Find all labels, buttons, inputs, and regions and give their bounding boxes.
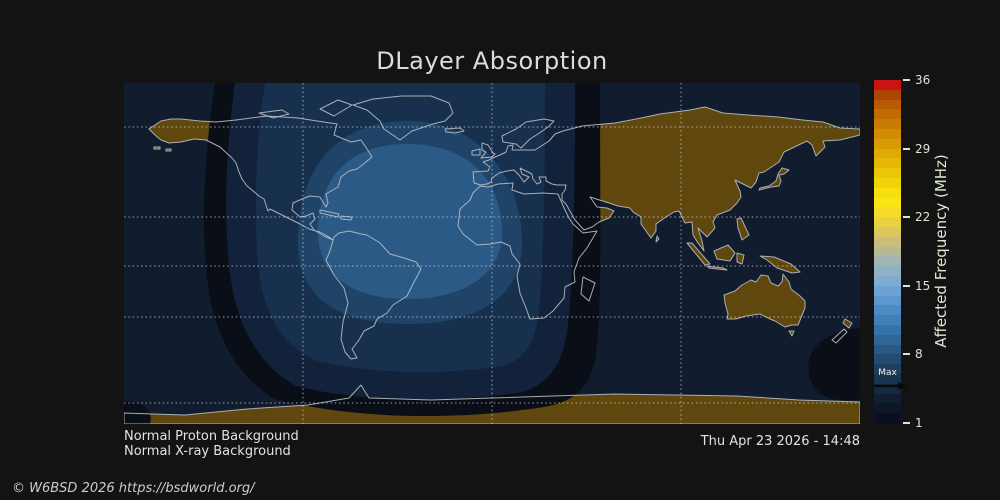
colorbar-segment xyxy=(874,354,901,365)
tick-mark xyxy=(903,216,910,219)
colorbar-tick: 22 xyxy=(903,210,930,224)
colorbar-segment xyxy=(874,99,901,110)
colorbar-segment xyxy=(874,334,901,345)
world-map-svg xyxy=(124,83,860,424)
colorbar-segment xyxy=(874,393,901,404)
colorbar-segment xyxy=(874,324,901,335)
colorbar-segment xyxy=(874,383,901,394)
tick-mark xyxy=(903,147,910,150)
colorbar-segment xyxy=(874,80,901,90)
tick-label: 1 xyxy=(915,416,923,430)
colorbar-segment xyxy=(874,128,901,139)
colorbar-segment xyxy=(874,403,901,414)
absorption-band-5 xyxy=(318,144,502,299)
colorbar-segment xyxy=(874,217,901,227)
colorbar-segment xyxy=(874,285,901,296)
absorption-contours xyxy=(124,83,860,424)
colorbar-segment xyxy=(874,315,901,325)
colorbar-segment xyxy=(874,305,901,316)
tick-mark xyxy=(903,79,910,81)
colorbar-segment xyxy=(874,344,901,355)
tick-label: 29 xyxy=(915,141,931,156)
copyright-notice: © W6BSD 2026 https://bsdworld.org/ xyxy=(12,481,255,496)
tick-mark xyxy=(903,422,910,424)
colorbar-segment xyxy=(874,246,901,257)
colorbar-tick: 1 xyxy=(903,416,923,430)
colorbar-segment xyxy=(874,187,901,198)
colorbar-segment xyxy=(874,373,901,384)
colorbar-segment xyxy=(874,109,901,120)
map-timestamp: Thu Apr 23 2026 - 14:48 xyxy=(700,434,860,449)
colorbar xyxy=(874,80,901,423)
colorbar-max-arrow-icon xyxy=(874,382,907,390)
tick-mark xyxy=(903,284,910,287)
tick-label: 22 xyxy=(915,210,931,225)
tick-mark xyxy=(903,353,910,356)
colorbar-max-label: Max xyxy=(878,368,897,378)
proton-background-status: Normal Proton Background xyxy=(124,429,299,444)
colorbar-segment xyxy=(874,148,901,159)
tick-label: 36 xyxy=(915,73,931,87)
colorbar-ticks: 36 29 22 15 8 1 xyxy=(903,73,963,430)
colorbar-segment xyxy=(874,158,901,169)
colorbar-segment xyxy=(874,177,901,188)
colorbar-tick: 8 xyxy=(903,347,923,361)
colorbar-segment xyxy=(874,256,901,267)
colorbar-segment xyxy=(874,207,901,218)
colorbar-segment xyxy=(874,275,901,286)
tick-label: 15 xyxy=(915,278,931,293)
colorbar-segment xyxy=(874,168,901,178)
absorption-band-1-sw xyxy=(124,401,151,424)
colorbar-segment xyxy=(874,364,901,374)
absorption-band-1-se xyxy=(808,328,860,401)
colorbar-title: Affected Frequency (MHz) xyxy=(932,154,950,348)
colorbar-tick: 36 xyxy=(903,73,930,87)
xray-background-status: Normal X-ray Background xyxy=(124,444,291,459)
colorbar-tick: 29 xyxy=(903,142,930,156)
colorbar-segment xyxy=(874,89,901,100)
colorbar-tick: 15 xyxy=(903,279,930,293)
colorbar-segment xyxy=(874,119,901,129)
colorbar-segment xyxy=(874,413,901,423)
colorbar-segment xyxy=(874,138,901,149)
colorbar-segment xyxy=(874,197,901,208)
graticule xyxy=(124,83,860,424)
colorbar-segment xyxy=(874,226,901,237)
colorbar-segment xyxy=(874,236,901,247)
page-title: DLayer Absorption xyxy=(376,47,608,75)
colorbar-segment xyxy=(874,266,901,276)
world-map xyxy=(124,83,860,424)
tick-label: 8 xyxy=(915,347,923,362)
background-status: Normal Proton Background Normal X-ray Ba… xyxy=(124,429,299,459)
colorbar-segment xyxy=(874,295,901,306)
